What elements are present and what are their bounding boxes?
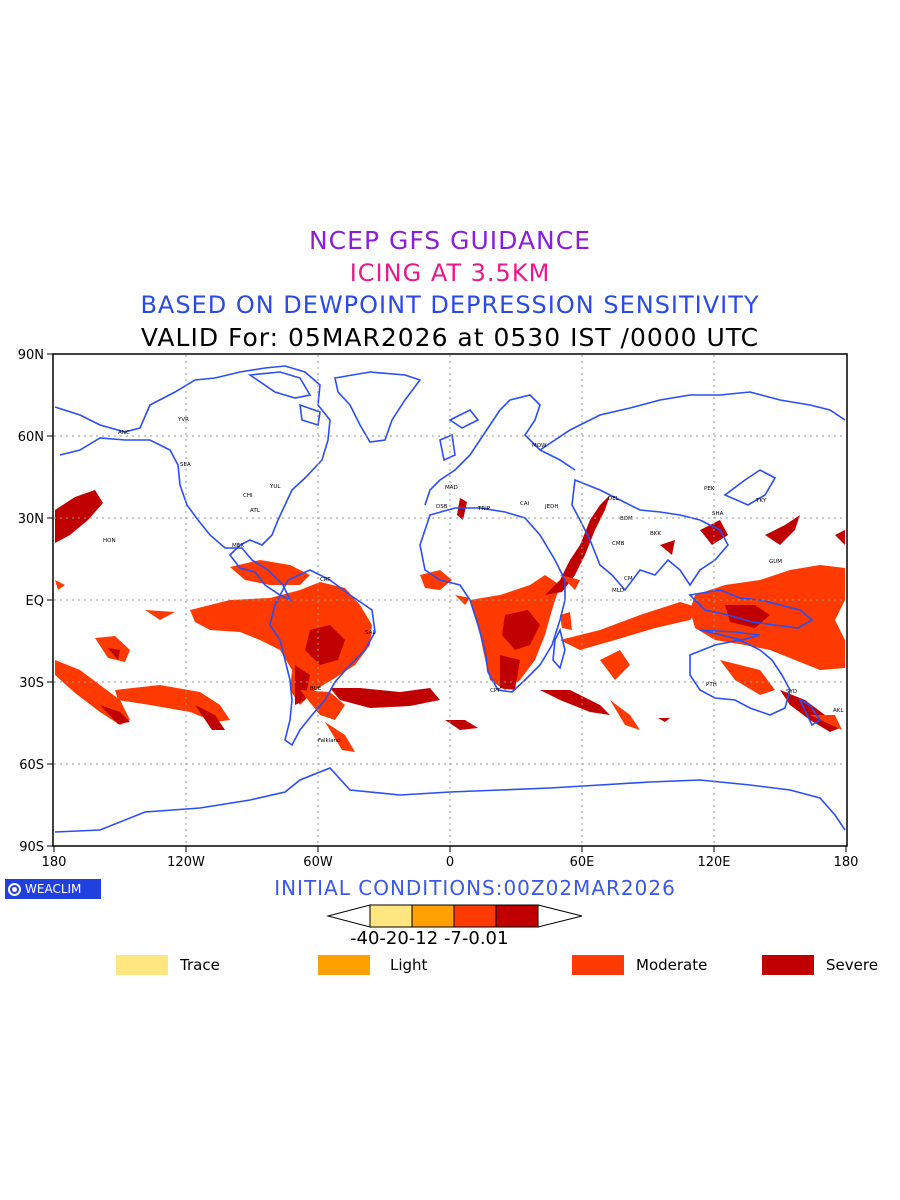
- svg-text:SYD: SYD: [786, 689, 797, 695]
- colorbar-cell: [369, 904, 413, 928]
- colorbar-right-arrow: [537, 904, 583, 928]
- svg-text:TKY: TKY: [755, 498, 767, 504]
- svg-text:CPT: CPT: [490, 688, 501, 694]
- title-line1: NCEP GFS GUIDANCE: [308, 226, 591, 255]
- logo-text: WEACLIM: [25, 882, 82, 896]
- lat-label: EQ: [26, 594, 44, 609]
- colorbar-cell: [411, 904, 455, 928]
- svg-text:MEX: MEX: [232, 543, 244, 549]
- legend-label: Moderate: [636, 956, 708, 974]
- city-labels: ANC YVR SEA CHI YUL ATL HON MEX CRT SAL BUE Falk…: [103, 417, 844, 744]
- legend-label: Light: [390, 956, 428, 974]
- svg-text:CAI: CAI: [520, 501, 530, 507]
- svg-text:MAD: MAD: [445, 485, 458, 491]
- svg-text:MOW: MOW: [532, 443, 547, 449]
- legend-swatch: [572, 955, 624, 975]
- svg-text:DSB: DSB: [436, 504, 448, 510]
- legend-swatch: [318, 955, 370, 975]
- svg-text:BKK: BKK: [650, 531, 661, 537]
- svg-text:JEDH: JEDH: [544, 504, 558, 510]
- lat-label: 60N: [18, 430, 44, 445]
- title-line2: ICING AT 3.5KM: [349, 259, 551, 287]
- lon-label: 180: [834, 855, 859, 870]
- lat-label: 30S: [19, 676, 44, 691]
- colorbar-cell: [495, 904, 539, 928]
- lat-label: 90N: [18, 348, 44, 363]
- svg-text:SEA: SEA: [180, 462, 191, 468]
- svg-text:CRT: CRT: [320, 577, 331, 583]
- svg-text:CHI: CHI: [243, 493, 253, 499]
- axis-ticks: [47, 353, 847, 852]
- colorbar: [326, 904, 583, 928]
- svg-text:BOM: BOM: [620, 516, 633, 522]
- svg-text:AKL: AKL: [833, 708, 844, 714]
- initial-conditions: INITIAL CONDITIONS:00Z02MAR2026: [274, 876, 676, 900]
- svg-text:SHA: SHA: [712, 511, 724, 517]
- legend-severe: Severe: [762, 955, 878, 975]
- lon-label: 60W: [303, 855, 333, 870]
- svg-text:CMB: CMB: [612, 541, 625, 547]
- lon-label: 0: [446, 855, 454, 870]
- colorbar-left-arrow: [326, 904, 371, 928]
- lon-label: 120E: [697, 855, 730, 870]
- lat-label: 90S: [19, 840, 44, 855]
- colorbar-labels: -40-20-12 -7-0.01: [350, 928, 509, 949]
- legend-swatch: [116, 955, 168, 975]
- graticule: [54, 355, 846, 845]
- title-line3: BASED ON DEWPOINT DEPRESSION SENSITIVITY: [140, 291, 760, 319]
- svg-text:BUE: BUE: [310, 686, 322, 692]
- legend-label: Severe: [826, 956, 878, 974]
- svg-text:DEL: DEL: [608, 496, 620, 502]
- legend-label: Trace: [180, 956, 220, 974]
- lon-label: 180: [42, 855, 67, 870]
- lat-label: 30N: [18, 512, 44, 527]
- lon-label: 120W: [167, 855, 205, 870]
- svg-text:YVR: YVR: [177, 417, 189, 423]
- svg-text:SAL: SAL: [365, 630, 376, 636]
- lon-label: 60E: [570, 855, 595, 870]
- legend-moderate: Moderate: [572, 955, 707, 975]
- lat-label: 60S: [19, 758, 44, 773]
- svg-text:TRIP: TRIP: [477, 506, 491, 512]
- svg-text:ANC: ANC: [118, 430, 130, 436]
- legend-light: Light: [318, 955, 427, 975]
- svg-text:CM: CM: [624, 576, 633, 582]
- svg-text:MLD: MLD: [612, 588, 624, 594]
- icing-fields: [55, 490, 845, 752]
- svg-text:Falkland: Falkland: [318, 738, 341, 744]
- svg-text:PTH: PTH: [706, 682, 717, 688]
- svg-text:ATL: ATL: [250, 508, 261, 514]
- svg-text:GUM: GUM: [769, 559, 782, 565]
- coastlines: [54, 365, 846, 833]
- legend-trace: Trace: [116, 955, 220, 975]
- svg-text:HON: HON: [103, 538, 116, 544]
- logo-icon: [8, 882, 21, 896]
- colorbar-cell: [453, 904, 497, 928]
- valid-time: VALID For: 05MAR2026 at 0530 IST /0000 U…: [140, 323, 760, 352]
- weaclim-logo: WEACLIM: [5, 879, 101, 899]
- svg-text:PEK: PEK: [704, 486, 715, 492]
- svg-text:YUL: YUL: [269, 484, 281, 490]
- legend-swatch: [762, 955, 814, 975]
